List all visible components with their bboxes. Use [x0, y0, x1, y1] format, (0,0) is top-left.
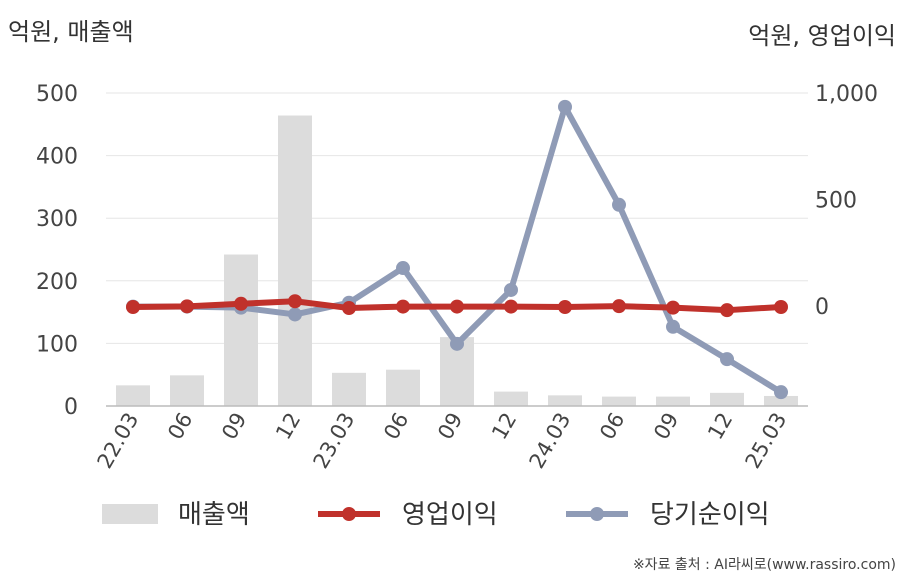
legend-label: 영업이익 [402, 500, 498, 530]
legend-label: 당기순이익 [650, 500, 770, 530]
x-tick-label: 06 [163, 409, 197, 444]
data-point [180, 299, 194, 314]
bar [278, 115, 312, 406]
data-point [396, 261, 410, 276]
bar [764, 395, 798, 406]
x-tick-label: 09 [433, 409, 467, 444]
bars [116, 115, 798, 406]
data-point [450, 299, 464, 314]
x-tick-label: 25.03 [740, 409, 791, 473]
left-tick-label: 0 [64, 395, 78, 420]
data-point [774, 385, 788, 400]
left-tick-label: 200 [36, 270, 78, 295]
x-tick-label: 12 [271, 409, 305, 444]
bar [386, 369, 420, 406]
bar [332, 372, 366, 406]
data-point [288, 294, 302, 309]
left-axis-unit: 억원, 매출액 [8, 18, 134, 46]
bar [656, 396, 690, 406]
left-tick-label: 300 [36, 207, 78, 232]
bar [116, 385, 150, 406]
left-tick-label: 500 [36, 82, 78, 107]
data-point [666, 319, 680, 334]
data-point [396, 299, 410, 314]
data-point [720, 303, 734, 318]
legend-swatch-bar [102, 504, 158, 524]
data-point [612, 197, 626, 212]
data-point [288, 307, 302, 322]
legend-label: 매출액 [178, 500, 250, 530]
data-point [342, 301, 356, 316]
x-tick-label: 24.03 [524, 409, 575, 473]
legend-swatch-marker [590, 507, 604, 521]
data-point [504, 282, 518, 297]
x-tick-label: 09 [217, 409, 251, 444]
left-tick-label: 400 [36, 145, 78, 170]
data-point [126, 299, 140, 314]
data-point [450, 336, 464, 351]
right-tick-label: 0 [815, 295, 829, 320]
data-point [234, 296, 248, 311]
legend: 매출액 영업이익 당기순이익 [102, 500, 770, 530]
lines [126, 99, 788, 400]
data-point [558, 299, 572, 314]
right-axis-unit: 억원, 영업이익 [748, 22, 896, 50]
x-tick-label: 23.03 [308, 409, 359, 473]
left-tick-label: 100 [36, 332, 78, 357]
x-tick-label: 06 [595, 409, 629, 444]
right-tick-label: 500 [815, 188, 857, 213]
bar [224, 254, 258, 406]
x-tick-label: 09 [649, 409, 683, 444]
bar [170, 375, 204, 406]
legend-swatch-marker [342, 507, 356, 521]
bar [548, 395, 582, 406]
x-tick-label: 12 [487, 409, 521, 444]
bar [494, 391, 528, 406]
data-point [666, 300, 680, 315]
x-tick-label: 12 [703, 409, 737, 444]
source-note: ※자료 출처 : AI라씨로(www.rassiro.com) [632, 557, 896, 573]
data-point [774, 299, 788, 314]
x-tick-label: 22.03 [92, 409, 143, 473]
right-tick-label: 1,000 [815, 82, 878, 107]
bar [710, 392, 744, 406]
bar [602, 396, 636, 406]
data-point [504, 299, 518, 314]
data-point [720, 352, 734, 367]
data-point [558, 99, 572, 114]
x-tick-label: 06 [379, 409, 413, 444]
data-point [612, 299, 626, 314]
